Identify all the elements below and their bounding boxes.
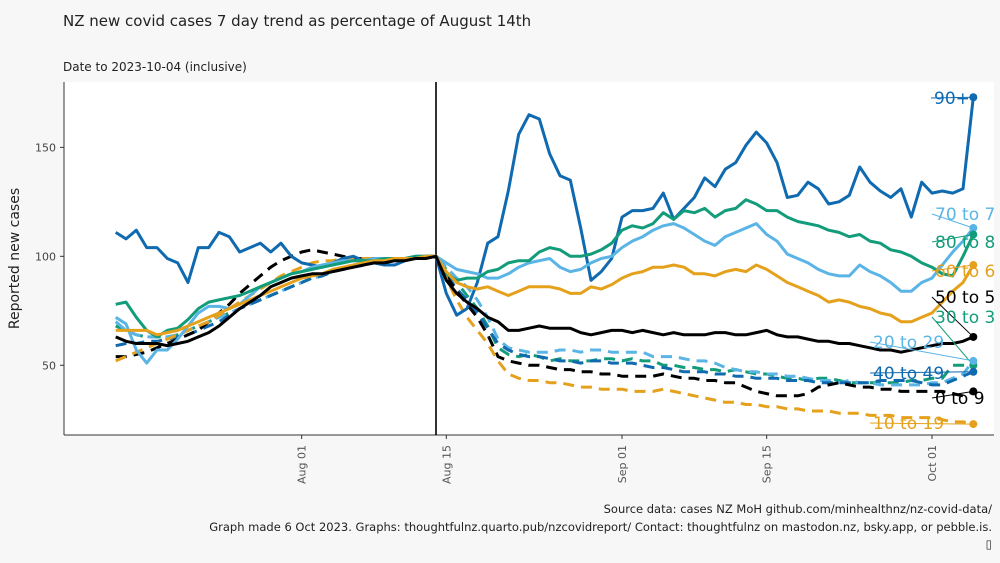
y-tick-label: 100 (35, 250, 56, 263)
label-connector (931, 264, 974, 272)
y-tick-label: 150 (35, 141, 56, 154)
series-label: 50 to 5 (935, 288, 995, 308)
series-label: 90+ (934, 89, 970, 109)
caption-glyph: ▯ (985, 537, 992, 551)
label-connector (869, 371, 974, 374)
label-connector (931, 390, 974, 399)
caption-source: Source data: cases NZ MoH github.com/min… (603, 502, 992, 516)
y-tick-label: 50 (42, 359, 56, 372)
series-line-0-to-9 (115, 248, 974, 398)
plot-area (64, 82, 994, 435)
series-label: 0 to 9 (935, 389, 985, 409)
series-line-90- (114, 97, 975, 317)
label-connector (931, 213, 974, 229)
series-label: 10 to 19 (873, 414, 944, 434)
label-connector (931, 234, 974, 243)
series-line-40-to-49 (115, 254, 974, 387)
series-line-80-to-8 (115, 198, 975, 339)
y-axis-label: Reported new cases (7, 188, 23, 329)
x-tick-label: Sep 01 (616, 445, 629, 483)
series-line-10-to-19 (115, 254, 974, 426)
x-tick-label: Oct 01 (926, 445, 939, 482)
label-connector (869, 422, 974, 425)
caption-credits: Graph made 6 Oct 2023. Graphs: thoughtfu… (209, 520, 992, 534)
label-connector (930, 96, 974, 99)
series-label: 80 to 8 (935, 233, 995, 253)
x-tick-label: Aug 15 (440, 445, 453, 484)
label-connector (931, 316, 974, 366)
label-connector (931, 296, 974, 338)
line-chart: 50 100 150 Aug 01 Aug 15 Sep 01 Sep 15 Oct 01 Re… (7, 82, 995, 484)
series-label: 30 to 3 (935, 308, 995, 328)
series-label: 20 to 29 (873, 333, 944, 353)
x-tick-label: Sep 15 (761, 445, 774, 483)
chart-title: NZ new covid cases 7 day trend as percen… (63, 12, 532, 30)
chart-subtitle: Date to 2023-10-04 (inclusive) (63, 60, 247, 74)
series-label: 70 to 7 (935, 205, 995, 225)
series-label: 60 to 6 (935, 262, 995, 282)
label-connector (869, 341, 974, 362)
series-line-50-to-5 (115, 254, 974, 354)
x-tick-label: Aug 01 (296, 445, 309, 484)
series-label: 40 to 49 (873, 364, 944, 384)
